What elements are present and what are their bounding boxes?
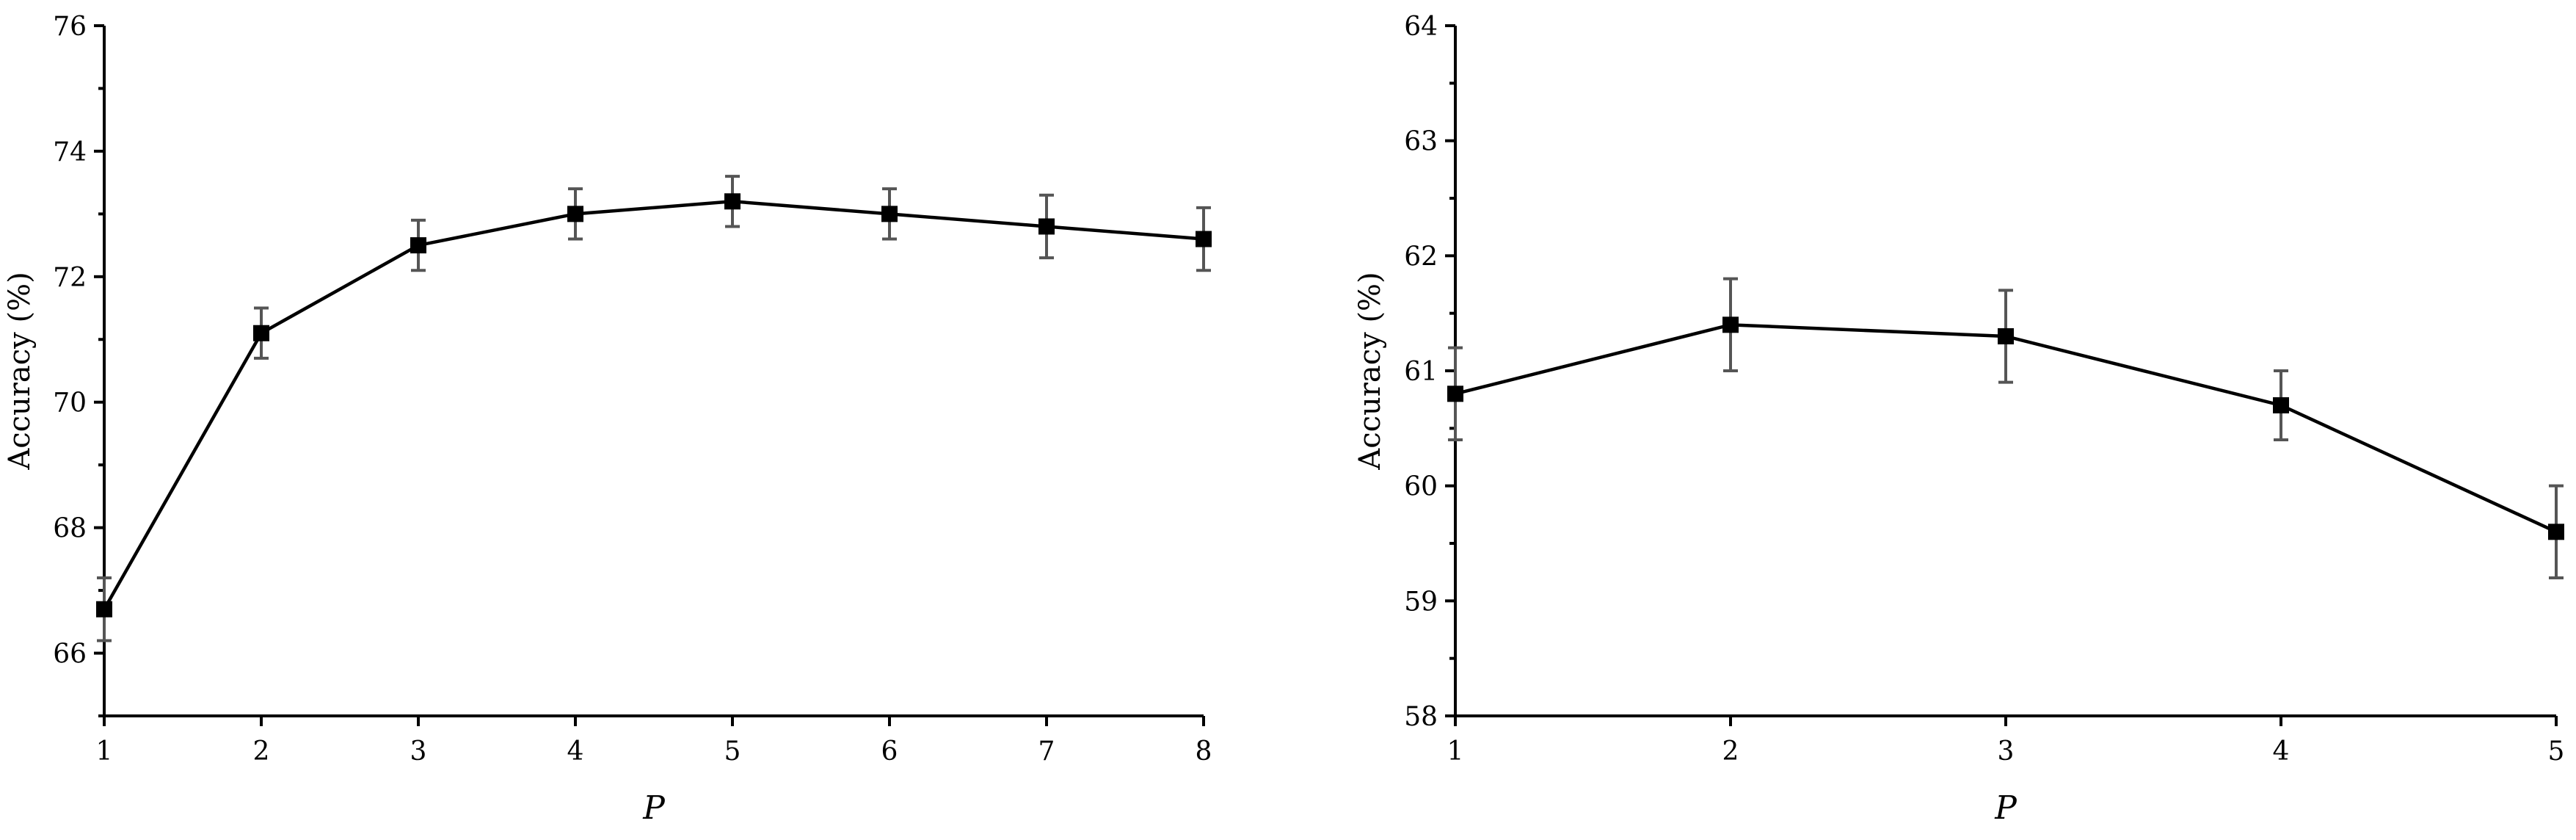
chart-left: 66 68 70 72 74 76 1 2 3 4 5 6 7 8 P Accuracy (%) <box>3 12 1212 827</box>
x-tick-label: 2 <box>253 736 270 767</box>
data-point <box>1447 385 1463 402</box>
x-axis-title: P <box>642 789 666 827</box>
series-line <box>103 200 1204 610</box>
data-point <box>2273 397 2289 413</box>
data-point <box>96 601 112 618</box>
y-axis-title: Accuracy (%) <box>1353 272 1387 470</box>
y-tick-label: 70 <box>53 388 87 419</box>
y-tick-label: 63 <box>1404 127 1438 157</box>
y-axis-title: Accuracy (%) <box>3 272 37 470</box>
x-tick-label: 5 <box>2548 736 2565 767</box>
x-tick-label: 2 <box>1722 736 1739 767</box>
x-tick-label: 5 <box>724 736 741 767</box>
y-tick-label: 58 <box>1404 702 1438 732</box>
y-tick-label: 60 <box>1404 472 1438 502</box>
data-point <box>1722 316 1739 333</box>
y-tick-label: 64 <box>1404 12 1438 42</box>
data-point <box>253 325 269 341</box>
x-tick-label: 7 <box>1038 736 1055 767</box>
x-tick-label: 4 <box>2273 736 2290 767</box>
data-point <box>410 237 426 254</box>
x-tick-label: 3 <box>410 736 427 767</box>
data-point <box>724 193 741 210</box>
x-tick-label: 8 <box>1196 736 1212 767</box>
y-tick-label: 62 <box>1404 242 1438 272</box>
y-tick-label: 76 <box>53 12 87 42</box>
data-point <box>1038 218 1055 235</box>
y-tick-label: 72 <box>53 263 87 293</box>
data-point <box>2548 524 2564 540</box>
y-tick-label: 66 <box>53 640 87 670</box>
data-point <box>881 206 898 222</box>
x-tick-label: 4 <box>567 736 584 767</box>
data-point <box>1196 231 1212 247</box>
y-tick-label: 68 <box>53 514 87 544</box>
x-tick-label: 1 <box>96 736 113 767</box>
data-point <box>1998 328 2014 344</box>
y-tick-label: 61 <box>1404 357 1438 387</box>
x-tick-label: 3 <box>1998 736 2015 767</box>
data-point <box>567 206 583 222</box>
x-tick-label: 6 <box>881 736 898 767</box>
y-tick-label: 59 <box>1404 587 1438 617</box>
y-tick-label: 74 <box>53 137 87 167</box>
x-axis-title: P <box>1994 789 2017 827</box>
chart-right: 58 59 60 61 62 63 64 1 2 3 4 5 P Accuracy (%) <box>1353 12 2564 827</box>
x-tick-label: 1 <box>1447 736 1464 767</box>
